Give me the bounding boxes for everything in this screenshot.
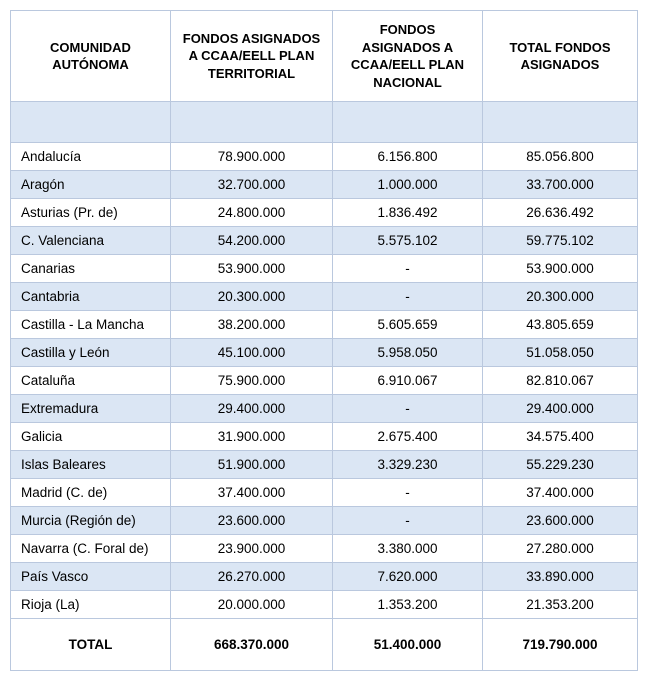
cell-total: 37.400.000 [483,479,638,507]
cell-total: 85.056.800 [483,143,638,171]
table-total-row: TOTAL668.370.00051.400.000719.790.000 [11,619,638,671]
spacer-row [11,102,638,143]
table-row: Canarias53.900.000-53.900.000 [11,255,638,283]
total-label: TOTAL [11,619,171,671]
table-row: Asturias (Pr. de)24.800.0001.836.49226.6… [11,199,638,227]
cell-nacional: - [333,479,483,507]
cell-comunidad: Madrid (C. de) [11,479,171,507]
funds-table: COMUNIDAD AUTÓNOMA FONDOS ASIGNADOS A CC… [10,10,638,671]
cell-comunidad: Cantabria [11,283,171,311]
table-row: Rioja (La)20.000.0001.353.20021.353.200 [11,591,638,619]
table-row: Murcia (Región de)23.600.000-23.600.000 [11,507,638,535]
col-header-nacional: FONDOS ASIGNADOS A CCAA/EELL PLAN NACION… [333,11,483,102]
col-header-comunidad: COMUNIDAD AUTÓNOMA [11,11,171,102]
table-row: C. Valenciana54.200.0005.575.10259.775.1… [11,227,638,255]
cell-total: 51.058.050 [483,339,638,367]
cell-nacional: 1.836.492 [333,199,483,227]
cell-total: 23.600.000 [483,507,638,535]
cell-nacional: 5.958.050 [333,339,483,367]
cell-comunidad: Castilla - La Mancha [11,311,171,339]
table-row: Islas Baleares51.900.0003.329.23055.229.… [11,451,638,479]
table-header-row: COMUNIDAD AUTÓNOMA FONDOS ASIGNADOS A CC… [11,11,638,102]
cell-territorial: 20.300.000 [171,283,333,311]
cell-comunidad: Islas Baleares [11,451,171,479]
cell-territorial: 29.400.000 [171,395,333,423]
table-row: Cantabria20.300.000-20.300.000 [11,283,638,311]
cell-nacional: - [333,395,483,423]
cell-comunidad: Canarias [11,255,171,283]
cell-comunidad: Extremadura [11,395,171,423]
cell-nacional: 6.156.800 [333,143,483,171]
cell-comunidad: Navarra (C. Foral de) [11,535,171,563]
table-row: Cataluña75.900.0006.910.06782.810.067 [11,367,638,395]
cell-comunidad: Andalucía [11,143,171,171]
cell-territorial: 26.270.000 [171,563,333,591]
cell-total: 21.353.200 [483,591,638,619]
cell-nacional: 3.329.230 [333,451,483,479]
table-row: Galicia31.900.0002.675.40034.575.400 [11,423,638,451]
cell-total: 26.636.492 [483,199,638,227]
cell-comunidad: Asturias (Pr. de) [11,199,171,227]
cell-comunidad: Galicia [11,423,171,451]
cell-territorial: 37.400.000 [171,479,333,507]
cell-total: 43.805.659 [483,311,638,339]
table-body: Andalucía78.900.0006.156.80085.056.800Ar… [11,102,638,671]
table-row: Navarra (C. Foral de)23.900.0003.380.000… [11,535,638,563]
cell-territorial: 45.100.000 [171,339,333,367]
cell-territorial: 24.800.000 [171,199,333,227]
cell-territorial: 51.900.000 [171,451,333,479]
cell-total: 29.400.000 [483,395,638,423]
cell-total: 59.775.102 [483,227,638,255]
cell-nacional: 5.575.102 [333,227,483,255]
cell-territorial: 38.200.000 [171,311,333,339]
cell-comunidad: C. Valenciana [11,227,171,255]
cell-nacional: - [333,255,483,283]
table-row: Extremadura29.400.000-29.400.000 [11,395,638,423]
cell-territorial: 31.900.000 [171,423,333,451]
cell-territorial: 54.200.000 [171,227,333,255]
cell-territorial: 75.900.000 [171,367,333,395]
cell-total: 53.900.000 [483,255,638,283]
table-row: Aragón32.700.0001.000.00033.700.000 [11,171,638,199]
cell-nacional: 2.675.400 [333,423,483,451]
total-nacional: 51.400.000 [333,619,483,671]
cell-territorial: 20.000.000 [171,591,333,619]
cell-comunidad: Aragón [11,171,171,199]
cell-nacional: - [333,507,483,535]
cell-total: 33.890.000 [483,563,638,591]
table-row: Castilla y León45.100.0005.958.05051.058… [11,339,638,367]
total-territorial: 668.370.000 [171,619,333,671]
cell-nacional: - [333,283,483,311]
cell-total: 20.300.000 [483,283,638,311]
cell-comunidad: Castilla y León [11,339,171,367]
cell-territorial: 53.900.000 [171,255,333,283]
table-row: Andalucía78.900.0006.156.80085.056.800 [11,143,638,171]
cell-comunidad: Murcia (Región de) [11,507,171,535]
cell-territorial: 23.600.000 [171,507,333,535]
cell-nacional: 7.620.000 [333,563,483,591]
cell-territorial: 32.700.000 [171,171,333,199]
cell-comunidad: País Vasco [11,563,171,591]
total-total: 719.790.000 [483,619,638,671]
col-header-total: TOTAL FONDOS ASIGNADOS [483,11,638,102]
cell-nacional: 3.380.000 [333,535,483,563]
cell-territorial: 78.900.000 [171,143,333,171]
cell-nacional: 6.910.067 [333,367,483,395]
cell-total: 34.575.400 [483,423,638,451]
cell-total: 33.700.000 [483,171,638,199]
cell-comunidad: Cataluña [11,367,171,395]
cell-territorial: 23.900.000 [171,535,333,563]
table-row: País Vasco26.270.0007.620.00033.890.000 [11,563,638,591]
cell-nacional: 1.353.200 [333,591,483,619]
cell-total: 55.229.230 [483,451,638,479]
cell-nacional: 5.605.659 [333,311,483,339]
cell-comunidad: Rioja (La) [11,591,171,619]
cell-total: 27.280.000 [483,535,638,563]
col-header-territorial: FONDOS ASIGNADOS A CCAA/EELL PLAN TERRIT… [171,11,333,102]
table-row: Castilla - La Mancha38.200.0005.605.6594… [11,311,638,339]
table-row: Madrid (C. de)37.400.000-37.400.000 [11,479,638,507]
cell-nacional: 1.000.000 [333,171,483,199]
cell-total: 82.810.067 [483,367,638,395]
